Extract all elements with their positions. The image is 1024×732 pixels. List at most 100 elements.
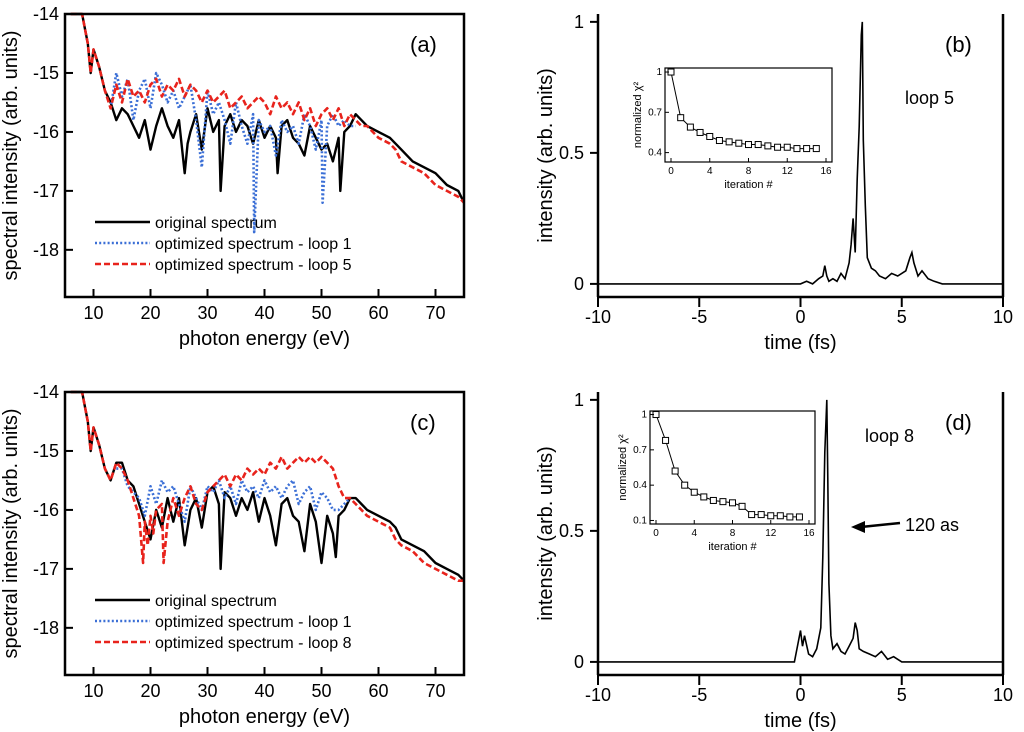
annotation: loop 8 <box>865 426 914 446</box>
y-tick-label: 1 <box>574 390 584 410</box>
inset-marker <box>719 498 727 506</box>
inset-x-tick-label: 12 <box>782 166 794 177</box>
inset-marker <box>681 481 689 489</box>
inset-x-tick-label: 4 <box>707 166 713 177</box>
x-tick-label: 50 <box>311 681 331 701</box>
legend-label: original spectrum <box>155 593 277 610</box>
inset-marker <box>776 512 784 520</box>
inset-marker <box>696 128 704 136</box>
legend-label: optimized spectrum - loop 1 <box>155 236 352 253</box>
annotation: loop 5 <box>905 88 954 108</box>
inset-marker <box>690 488 698 496</box>
inset-x-tick-label: 8 <box>730 528 736 539</box>
inset-marker <box>786 513 794 521</box>
x-tick-label: 10 <box>83 681 103 701</box>
x-axis-label: photon energy (eV) <box>179 328 350 350</box>
inset-marker <box>812 145 820 153</box>
inset-x-tick-label: 16 <box>820 166 832 177</box>
y-axis-label: intensity (arb. units) <box>535 68 557 243</box>
legend-label: optimized spectrum - loop 8 <box>155 635 352 652</box>
inset-chart: 0 4 8 12 16 1 0.7 0.4 iteration # normalized χ² <box>632 67 833 191</box>
arrow-line <box>860 521 901 529</box>
panel-label: (d) <box>945 410 972 435</box>
x-tick-label: 0 <box>795 307 805 327</box>
legend-label: optimized spectrum - loop 1 <box>155 614 352 631</box>
series-line <box>70 390 464 583</box>
panel-label: (b) <box>945 32 972 57</box>
panel-label: (a) <box>410 32 437 57</box>
inset-y-label: normalized χ² <box>632 82 644 149</box>
inset-x-label: iteration # <box>724 179 773 191</box>
y-tick-label: 0.5 <box>559 521 584 541</box>
arrow-head <box>851 521 865 533</box>
inset-y-tick-label: 0.4 <box>633 480 647 491</box>
inset-y-tick-label: 0.7 <box>648 107 662 118</box>
inset-y-tick-label: 1 <box>641 410 647 421</box>
y-tick-label: -15 <box>33 441 59 461</box>
x-tick-label: 20 <box>140 681 160 701</box>
inset-marker <box>671 467 679 475</box>
inset-x-tick-label: 4 <box>691 528 697 539</box>
inset-chart: 0 4 8 12 16 1 0.7 0.4 0.1 iteration # normalized χ… <box>617 410 816 553</box>
y-tick-label: -14 <box>33 4 59 24</box>
inset-y-label: normalized χ² <box>617 434 629 501</box>
x-tick-label: 40 <box>254 303 274 323</box>
inset-marker <box>662 436 670 444</box>
y-axis-label: spectral intensity (arb. units) <box>0 30 22 280</box>
y-tick-label: -17 <box>33 559 59 579</box>
inset-marker <box>767 512 775 520</box>
inset-marker <box>774 143 782 151</box>
inset-marker <box>757 511 765 519</box>
inset-x-label: iteration # <box>708 541 757 553</box>
inset-y-tick-label: 0.7 <box>633 445 647 456</box>
legend-label: optimized spectrum - loop 5 <box>155 257 352 274</box>
inset-marker <box>706 132 714 140</box>
y-tick-label: 0 <box>574 652 584 672</box>
y-tick-label: 0.5 <box>559 143 584 163</box>
inset-y-tick-label: 0.4 <box>648 148 662 159</box>
inset-x-tick-label: 0 <box>668 166 674 177</box>
x-tick-label: -5 <box>691 307 707 327</box>
x-tick-label: 40 <box>254 681 274 701</box>
series-line <box>70 390 465 582</box>
inset-marker <box>735 139 743 147</box>
inset-x-tick-label: 0 <box>653 528 659 539</box>
inset-x-tick-label: 16 <box>803 528 815 539</box>
inset-y-tick-label: 0.1 <box>633 515 647 526</box>
x-tick-label: 5 <box>897 307 907 327</box>
inset-line <box>670 71 817 150</box>
y-tick-label: -18 <box>33 618 59 638</box>
inset-marker <box>725 138 733 146</box>
x-tick-label: -10 <box>585 307 611 327</box>
inset-marker <box>745 141 752 149</box>
series-line <box>598 399 1003 663</box>
series-line <box>116 467 351 524</box>
x-axis-label: time (fs) <box>764 332 836 354</box>
inset-marker <box>754 141 762 149</box>
x-tick-label: 5 <box>897 685 907 705</box>
arrow-label: 120 as <box>905 515 959 535</box>
inset-marker <box>729 499 736 507</box>
inset-marker <box>764 142 772 150</box>
y-tick-label: -16 <box>33 122 59 142</box>
y-tick-label: -17 <box>33 181 59 201</box>
y-tick-label: -18 <box>33 240 59 260</box>
inset-marker <box>677 114 685 122</box>
inset-x-tick-label: 12 <box>765 528 777 539</box>
panel-c: 10 20 30 40 50 60 70 -14 -15 -16 -17 -18 photon ener… <box>0 382 466 728</box>
x-tick-label: 20 <box>140 303 160 323</box>
x-axis-label: photon energy (eV) <box>179 706 350 728</box>
y-tick-label: 1 <box>574 12 584 32</box>
y-tick-label: -15 <box>33 63 59 83</box>
x-tick-label: 10 <box>83 303 103 323</box>
x-tick-label: 30 <box>197 303 217 323</box>
series-line <box>109 71 356 234</box>
inset-line <box>655 414 800 518</box>
x-tick-label: 50 <box>311 303 331 323</box>
series-line <box>70 12 466 204</box>
inset-marker <box>803 145 811 153</box>
inset-marker <box>686 123 694 131</box>
inset-y-tick-label: 1 <box>656 67 662 78</box>
